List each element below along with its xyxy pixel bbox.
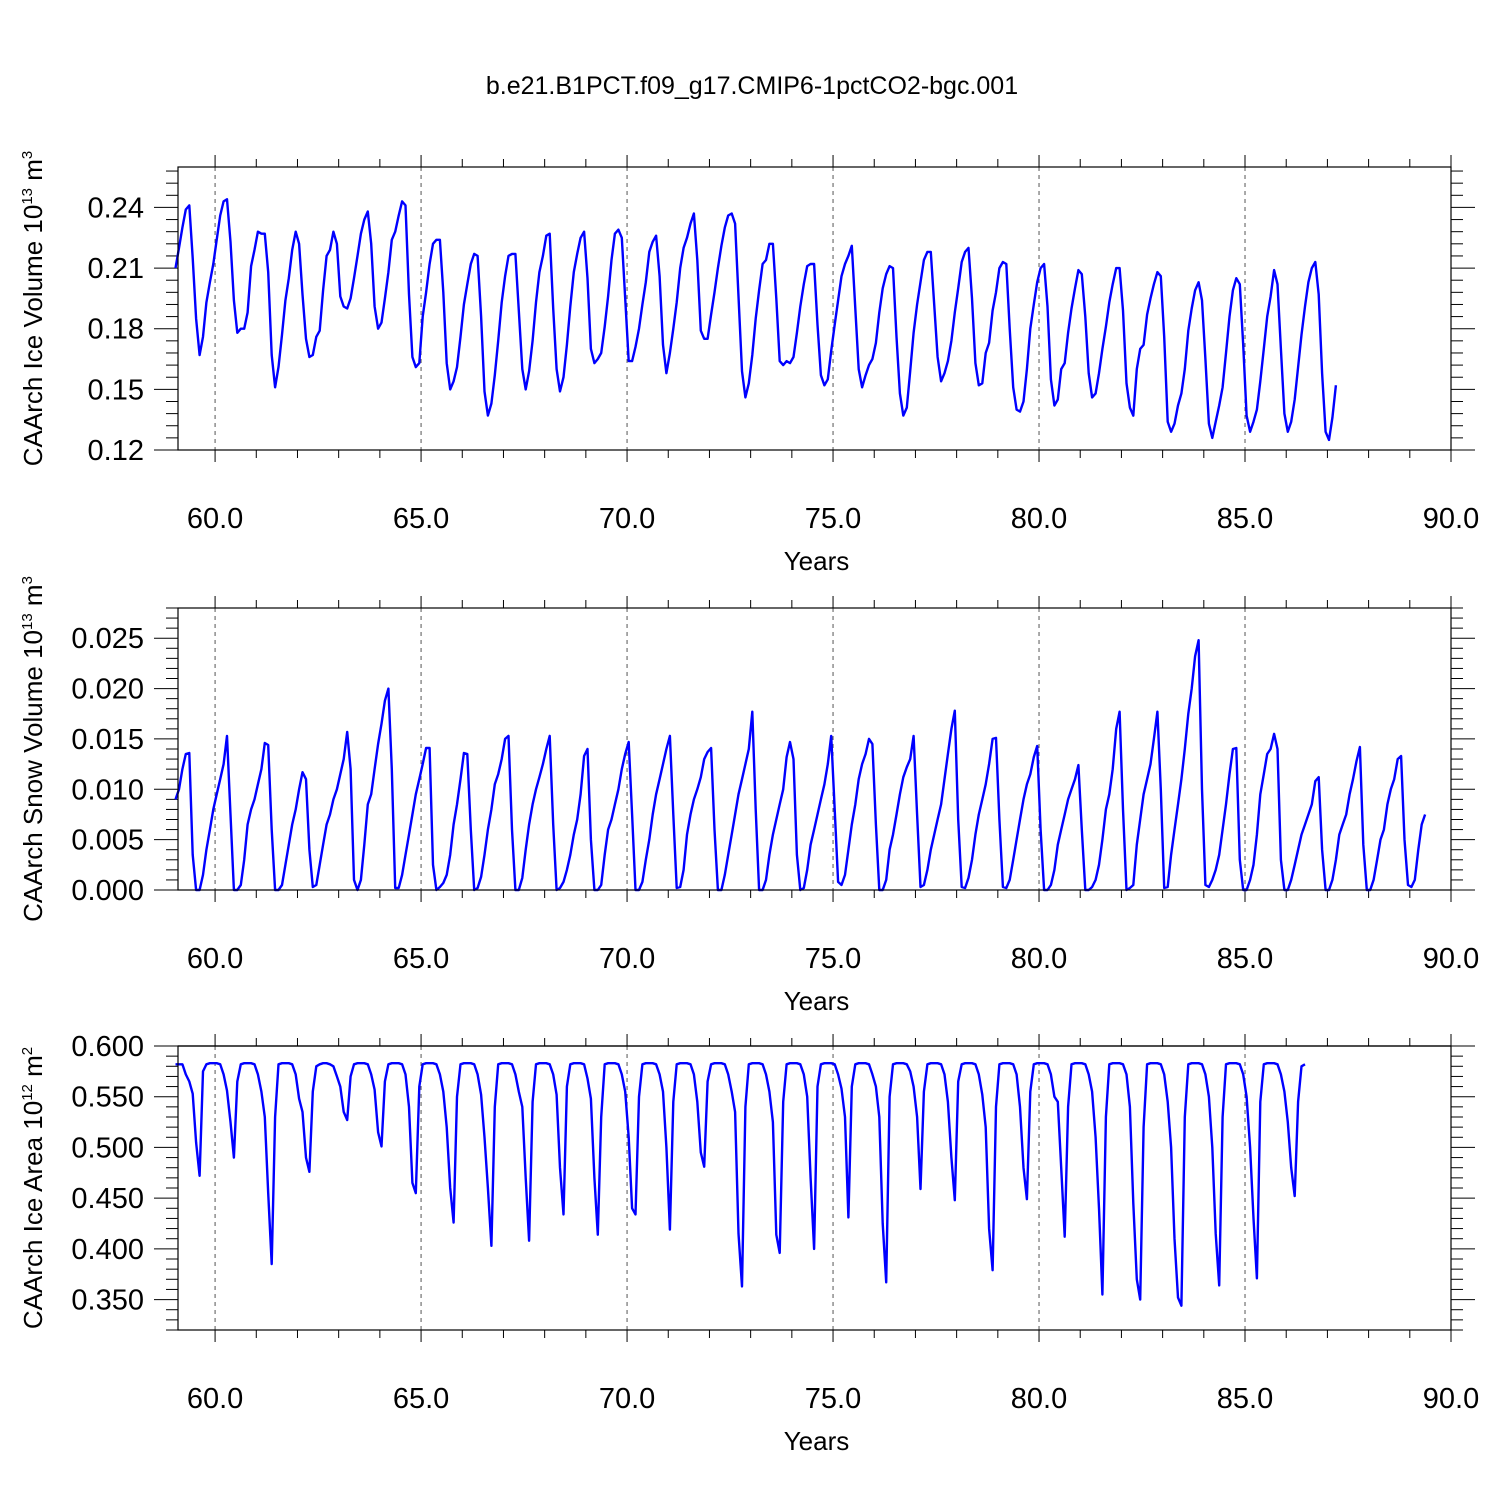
- ice-area-tick-labels: 60.0 65.0 70.0 75.0 80.0 85.0 90.0 0.350 0.400 0.…: [71, 1031, 1479, 1415]
- figure-title: b.e21.B1PCT.f09_g17.CMIP6-1pctCO2-bgc.00…: [486, 72, 1018, 100]
- ice-area-ytick-label: 0.550: [71, 1082, 144, 1114]
- snow-volume-xtick-label: 80.0: [1011, 943, 1067, 975]
- ice-area-plot-frame: [177, 1045, 1452, 1331]
- snow-volume-xtick-label: 85.0: [1217, 943, 1273, 975]
- ice-volume-ticks: [154, 155, 1475, 462]
- snow-volume-plot-frame: [177, 607, 1452, 891]
- snow-volume-xlabel: Years: [784, 986, 850, 1016]
- ice-volume-ytick-label: 0.18: [88, 314, 144, 346]
- ice-area-xtick-label: 70.0: [599, 1383, 655, 1415]
- snow-volume-xtick-label: 70.0: [599, 943, 655, 975]
- ice-area-ylabel: CAArch Ice Area 1012 m2: [18, 1047, 48, 1329]
- ice-volume-series-line: [174, 198, 1338, 442]
- panel-snow-volume: 60.0 65.0 70.0 75.0 80.0 85.0 90.0 0.000 0.005 0.…: [18, 576, 1479, 1016]
- ice-volume-ytick-label: 0.21: [88, 253, 144, 285]
- ice-volume-xlabel: Years: [784, 546, 850, 576]
- ice-volume-xtick-label: 65.0: [393, 503, 449, 535]
- ice-area-xtick-label: 75.0: [805, 1383, 861, 1415]
- ice-volume-xtick-label: 90.0: [1423, 503, 1479, 535]
- snow-volume-ytick-label: 0.015: [71, 724, 144, 756]
- snow-volume-tick-labels: 60.0 65.0 70.0 75.0 80.0 85.0 90.0 0.000 0.005 0.…: [71, 623, 1479, 975]
- ice-volume-plot-frame: [177, 166, 1452, 451]
- ice-area-xtick-label: 60.0: [187, 1383, 243, 1415]
- ice-volume-tick-labels: 60.0 65.0 70.0 75.0 80.0 85.0 90.0 0.12 0.15 0.18…: [88, 192, 1480, 535]
- ice-area-xtick-label: 90.0: [1423, 1383, 1479, 1415]
- snow-volume-ticks: [154, 596, 1475, 902]
- snow-volume-xtick-label: 65.0: [393, 943, 449, 975]
- ice-volume-ylabel: CAArch Ice Volume 1013 m3: [18, 151, 48, 467]
- ice-area-xtick-label: 85.0: [1217, 1383, 1273, 1415]
- snow-volume-ytick-label: 0.020: [71, 674, 144, 706]
- ice-area-ytick-label: 0.600: [71, 1031, 144, 1063]
- ice-area-ticks: [154, 1034, 1475, 1342]
- panel-ice-area: 60.0 65.0 70.0 75.0 80.0 85.0 90.0 0.350 0.400 0.…: [18, 1031, 1479, 1456]
- ice-volume-ytick-label: 0.12: [88, 435, 144, 467]
- ice-area-xlabel: Years: [784, 1426, 850, 1456]
- snow-volume-xtick-label: 75.0: [805, 943, 861, 975]
- ice-area-ytick-label: 0.500: [71, 1132, 144, 1164]
- ice-volume-ytick-label: 0.24: [88, 192, 144, 224]
- ice-volume-ytick-label: 0.15: [88, 374, 144, 406]
- snow-volume-ylabel: CAArch Snow Volume 1013 m3: [18, 576, 48, 922]
- snow-volume-grid: [214, 608, 1246, 890]
- ice-volume-xtick-label: 80.0: [1011, 503, 1067, 535]
- ice-area-xtick-label: 65.0: [393, 1383, 449, 1415]
- ice-area-series-line: [175, 1061, 1306, 1307]
- snow-volume-xtick-label: 90.0: [1423, 943, 1479, 975]
- snow-volume-ytick-label: 0.025: [71, 623, 144, 655]
- ice-area-ytick-label: 0.400: [71, 1234, 144, 1266]
- ice-volume-xtick-label: 75.0: [805, 503, 861, 535]
- snow-volume-xtick-label: 60.0: [187, 943, 243, 975]
- snow-volume-ytick-label: 0.005: [71, 825, 144, 857]
- snow-volume-ytick-label: 0.010: [71, 774, 144, 806]
- ice-volume-xtick-label: 85.0: [1217, 503, 1273, 535]
- ice-volume-xtick-label: 60.0: [187, 503, 243, 535]
- ice-area-xtick-label: 80.0: [1011, 1383, 1067, 1415]
- ice-volume-grid: [214, 167, 1246, 450]
- ice-area-ytick-label: 0.350: [71, 1285, 144, 1317]
- snow-volume-series-line: [174, 639, 1427, 892]
- ice-volume-xtick-label: 70.0: [599, 503, 655, 535]
- panel-ice-volume: 60.0 65.0 70.0 75.0 80.0 85.0 90.0 0.12 0.15 0.18…: [18, 151, 1479, 576]
- ice-area-ytick-label: 0.450: [71, 1183, 144, 1215]
- snow-volume-ytick-label: 0.000: [71, 875, 144, 907]
